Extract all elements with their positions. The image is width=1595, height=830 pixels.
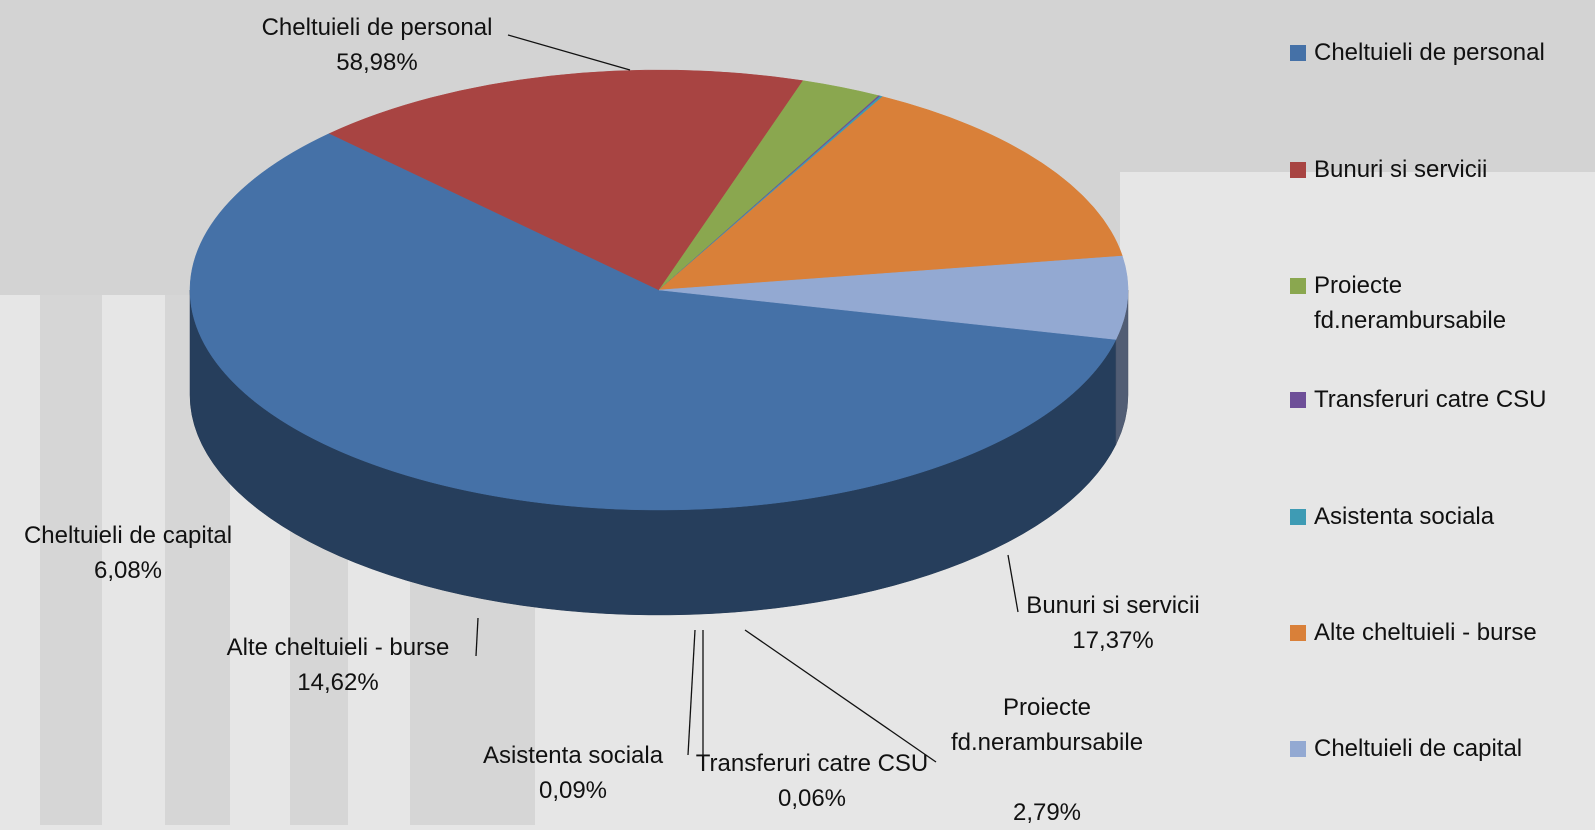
- data-label-value: 0,06%: [777, 785, 847, 812]
- data-label: Alte cheltuieli - burse 14,62%: [227, 630, 450, 700]
- leader-line: [475, 617, 479, 657]
- leader-line: [507, 34, 631, 71]
- legend-swatch: [1290, 509, 1306, 525]
- slice: [328, 69, 804, 291]
- legend-item: Cheltuieli de personal: [1290, 35, 1590, 70]
- data-label-value: 14,62%: [297, 669, 379, 696]
- data-label: Asistenta sociala 0,09%: [483, 738, 663, 808]
- data-label-name: Alte cheltuieli - burse: [226, 634, 450, 661]
- legend-item: Alte cheltuieli - burse: [1290, 615, 1590, 650]
- legend-label: Proiecte fd.nerambursabile: [1314, 272, 1507, 334]
- data-label-name: Cheltuieli de personal: [261, 14, 493, 41]
- data-label-name: Asistenta sociala: [482, 742, 664, 769]
- legend-label: Cheltuieli de capital: [1314, 735, 1523, 762]
- data-label-value: 6,08%: [93, 557, 163, 584]
- legend-label: Alte cheltuieli - burse: [1314, 619, 1537, 646]
- data-label-name: Bunuri si servicii: [1026, 592, 1200, 619]
- leader-line: [1007, 554, 1019, 613]
- data-label: Cheltuieli de capital 6,08%: [24, 518, 232, 588]
- data-label-name: Transferuri catre CSU: [695, 750, 929, 777]
- data-label: Cheltuieli de personal 58,98%: [262, 10, 493, 80]
- legend-swatch: [1290, 625, 1306, 641]
- data-label-name: Cheltuieli de capital: [23, 522, 233, 549]
- legend-label: Cheltuieli de personal: [1314, 39, 1545, 66]
- legend-item: Asistenta sociala: [1290, 499, 1590, 534]
- data-label-value: 58,98%: [336, 49, 418, 76]
- legend-item: Cheltuieli de capital: [1290, 731, 1590, 766]
- data-label-value: 0,09%: [538, 777, 608, 804]
- slice: [189, 133, 1117, 511]
- legend-label: Transferuri catre CSU: [1314, 386, 1547, 413]
- data-label: Transferuri catre CSU 0,06%: [696, 746, 929, 816]
- legend-item: Bunuri si servicii: [1290, 152, 1590, 187]
- data-label: Proiecte fd.nerambursabile 2,79%: [932, 690, 1162, 830]
- background-stripe: [40, 295, 102, 825]
- legend-swatch: [1290, 278, 1306, 294]
- legend-label: Bunuri si servicii: [1314, 156, 1488, 183]
- legend-swatch: [1290, 392, 1306, 408]
- slice: [658, 255, 1129, 340]
- data-label-value: 17,37%: [1072, 627, 1154, 654]
- data-label-value: 2,79%: [1012, 799, 1082, 826]
- slice: [658, 96, 1123, 291]
- legend-swatch: [1290, 45, 1306, 61]
- legend-label: Asistenta sociala: [1314, 503, 1495, 530]
- leader-line: [744, 629, 937, 763]
- legend-item: Transferuri catre CSU: [1290, 382, 1590, 417]
- leader-line: [687, 629, 696, 756]
- data-label-name: Proiecte fd.nerambursabile: [950, 694, 1144, 756]
- legend-swatch: [1290, 162, 1306, 178]
- legend-item: Proiecte fd.nerambursabile: [1290, 268, 1590, 338]
- data-label: Bunuri si servicii 17,37%: [1026, 588, 1199, 658]
- legend-swatch: [1290, 741, 1306, 757]
